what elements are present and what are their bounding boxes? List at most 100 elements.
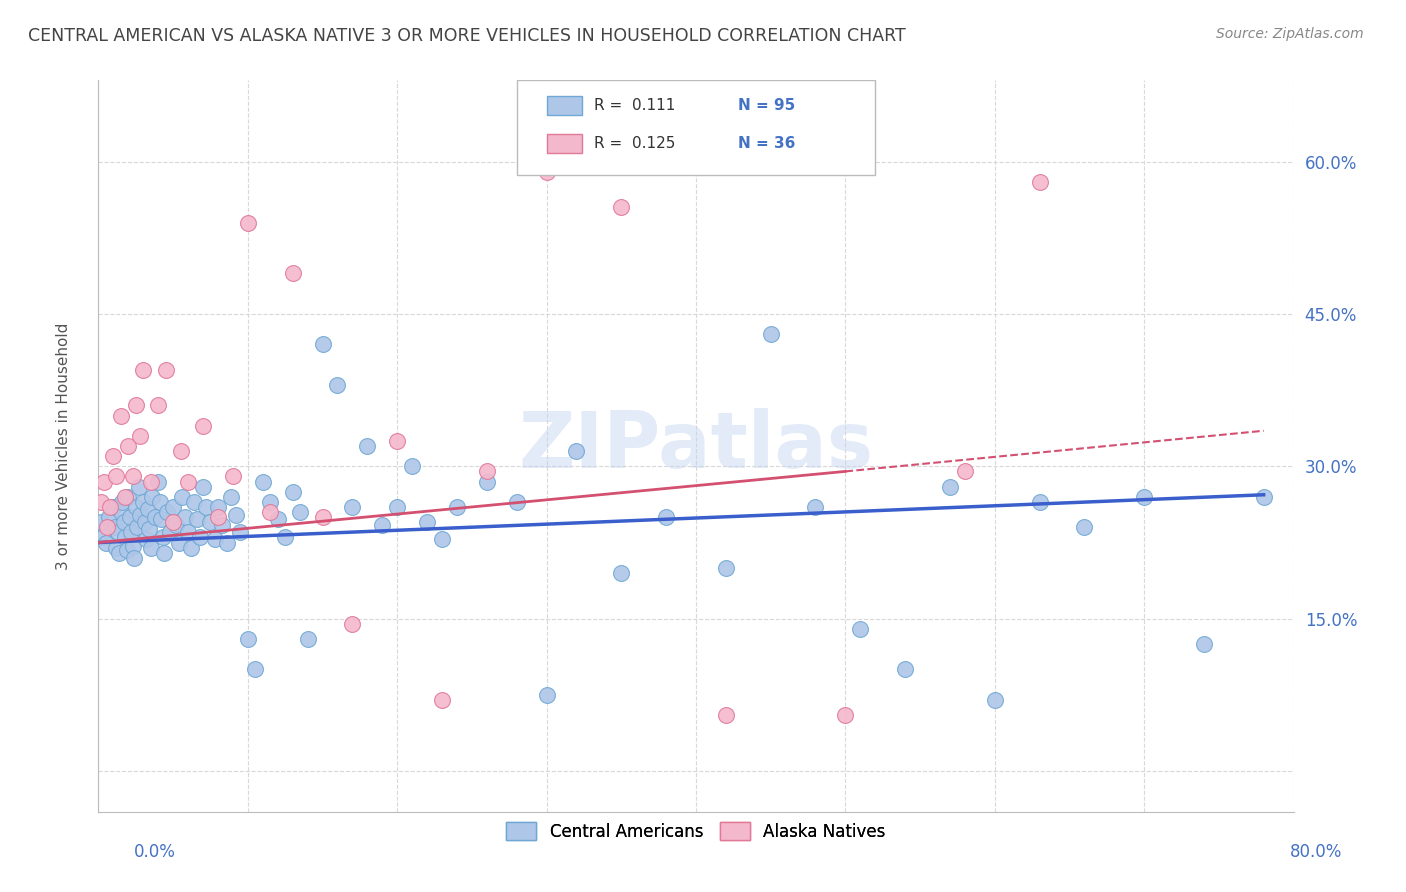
Point (245, 663, 267, 677)
Text: CENTRAL AMERICAN VS ALASKA NATIVE 3 OR MORE VEHICLES IN HOUSEHOLD CORRELATION CH: CENTRAL AMERICAN VS ALASKA NATIVE 3 OR M… (28, 27, 905, 45)
Point (174, 510, 197, 524)
Point (169, 444, 191, 458)
Point (117, 490, 139, 504)
Point (297, 632, 319, 646)
Point (162, 515, 184, 529)
Point (207, 510, 229, 524)
Point (1073, 520, 1095, 534)
Point (204, 533, 226, 547)
Point (191, 418, 214, 433)
Point (416, 515, 439, 529)
Point (105, 541, 128, 555)
Point (236, 632, 259, 646)
Point (121, 539, 143, 553)
Point (211, 518, 233, 533)
Point (149, 495, 172, 509)
Point (430, 533, 453, 547)
Point (108, 546, 131, 560)
Text: R =  0.111: R = 0.111 (595, 97, 676, 112)
Point (984, 693, 1007, 707)
Point (93, 475, 115, 489)
Text: 3 or more Vehicles in Household: 3 or more Vehicles in Household (56, 322, 70, 570)
Point (97, 510, 120, 524)
Point (191, 480, 214, 494)
Point (939, 480, 962, 494)
Point (127, 520, 149, 534)
Point (804, 500, 827, 514)
Point (96, 520, 118, 534)
Point (326, 378, 349, 392)
Point (430, 693, 453, 707)
Point (153, 546, 176, 560)
FancyBboxPatch shape (547, 135, 582, 153)
Point (165, 518, 187, 533)
Point (475, 475, 498, 489)
Point (132, 363, 155, 377)
Text: R =  0.125: R = 0.125 (595, 136, 676, 151)
Point (311, 510, 333, 524)
Point (180, 541, 202, 555)
Point (342, 616, 364, 631)
Point (259, 495, 281, 509)
Point (259, 505, 281, 519)
Point (107, 525, 129, 540)
Text: N = 36: N = 36 (738, 136, 796, 151)
Point (225, 508, 247, 522)
Point (138, 522, 160, 536)
Point (655, 510, 678, 524)
Point (288, 505, 311, 519)
Point (1253, 490, 1275, 504)
Point (156, 505, 179, 519)
Point (167, 535, 190, 549)
Legend: Central Americans, Alaska Natives: Central Americans, Alaska Natives (499, 816, 893, 847)
Point (148, 398, 170, 412)
Point (610, 566, 633, 580)
Point (281, 484, 304, 499)
Point (252, 475, 274, 489)
Point (849, 622, 872, 636)
Point (143, 510, 166, 524)
FancyBboxPatch shape (517, 80, 876, 176)
Point (125, 398, 148, 412)
Point (177, 475, 200, 489)
Point (267, 512, 290, 526)
Point (714, 708, 737, 723)
Point (172, 490, 194, 504)
Point (162, 500, 184, 514)
Point (110, 409, 132, 423)
FancyBboxPatch shape (547, 96, 582, 115)
Point (90, 515, 112, 529)
Point (274, 530, 297, 544)
Point (159, 525, 181, 540)
Point (129, 508, 152, 522)
Point (506, 495, 529, 509)
Point (222, 469, 245, 483)
Point (536, 164, 558, 178)
Point (114, 490, 136, 504)
Point (1028, 495, 1050, 509)
Point (128, 480, 150, 494)
Text: Source: ZipAtlas.com: Source: ZipAtlas.com (1216, 27, 1364, 41)
Point (207, 500, 229, 514)
Text: ZIPatlas: ZIPatlas (519, 408, 873, 484)
Point (139, 475, 162, 489)
Point (953, 464, 976, 478)
Point (150, 512, 173, 526)
Point (229, 525, 252, 540)
Point (129, 429, 152, 443)
Point (536, 688, 558, 702)
Point (152, 530, 174, 544)
Point (1133, 490, 1156, 504)
Point (401, 459, 423, 474)
Point (141, 490, 163, 504)
Point (115, 542, 138, 557)
Point (311, 337, 333, 351)
Point (565, 444, 588, 458)
Point (186, 512, 208, 526)
Text: 0.0%: 0.0% (134, 843, 176, 861)
Point (90, 495, 112, 509)
Point (385, 500, 409, 514)
Point (183, 495, 205, 509)
Point (834, 708, 856, 723)
Point (94, 535, 117, 549)
